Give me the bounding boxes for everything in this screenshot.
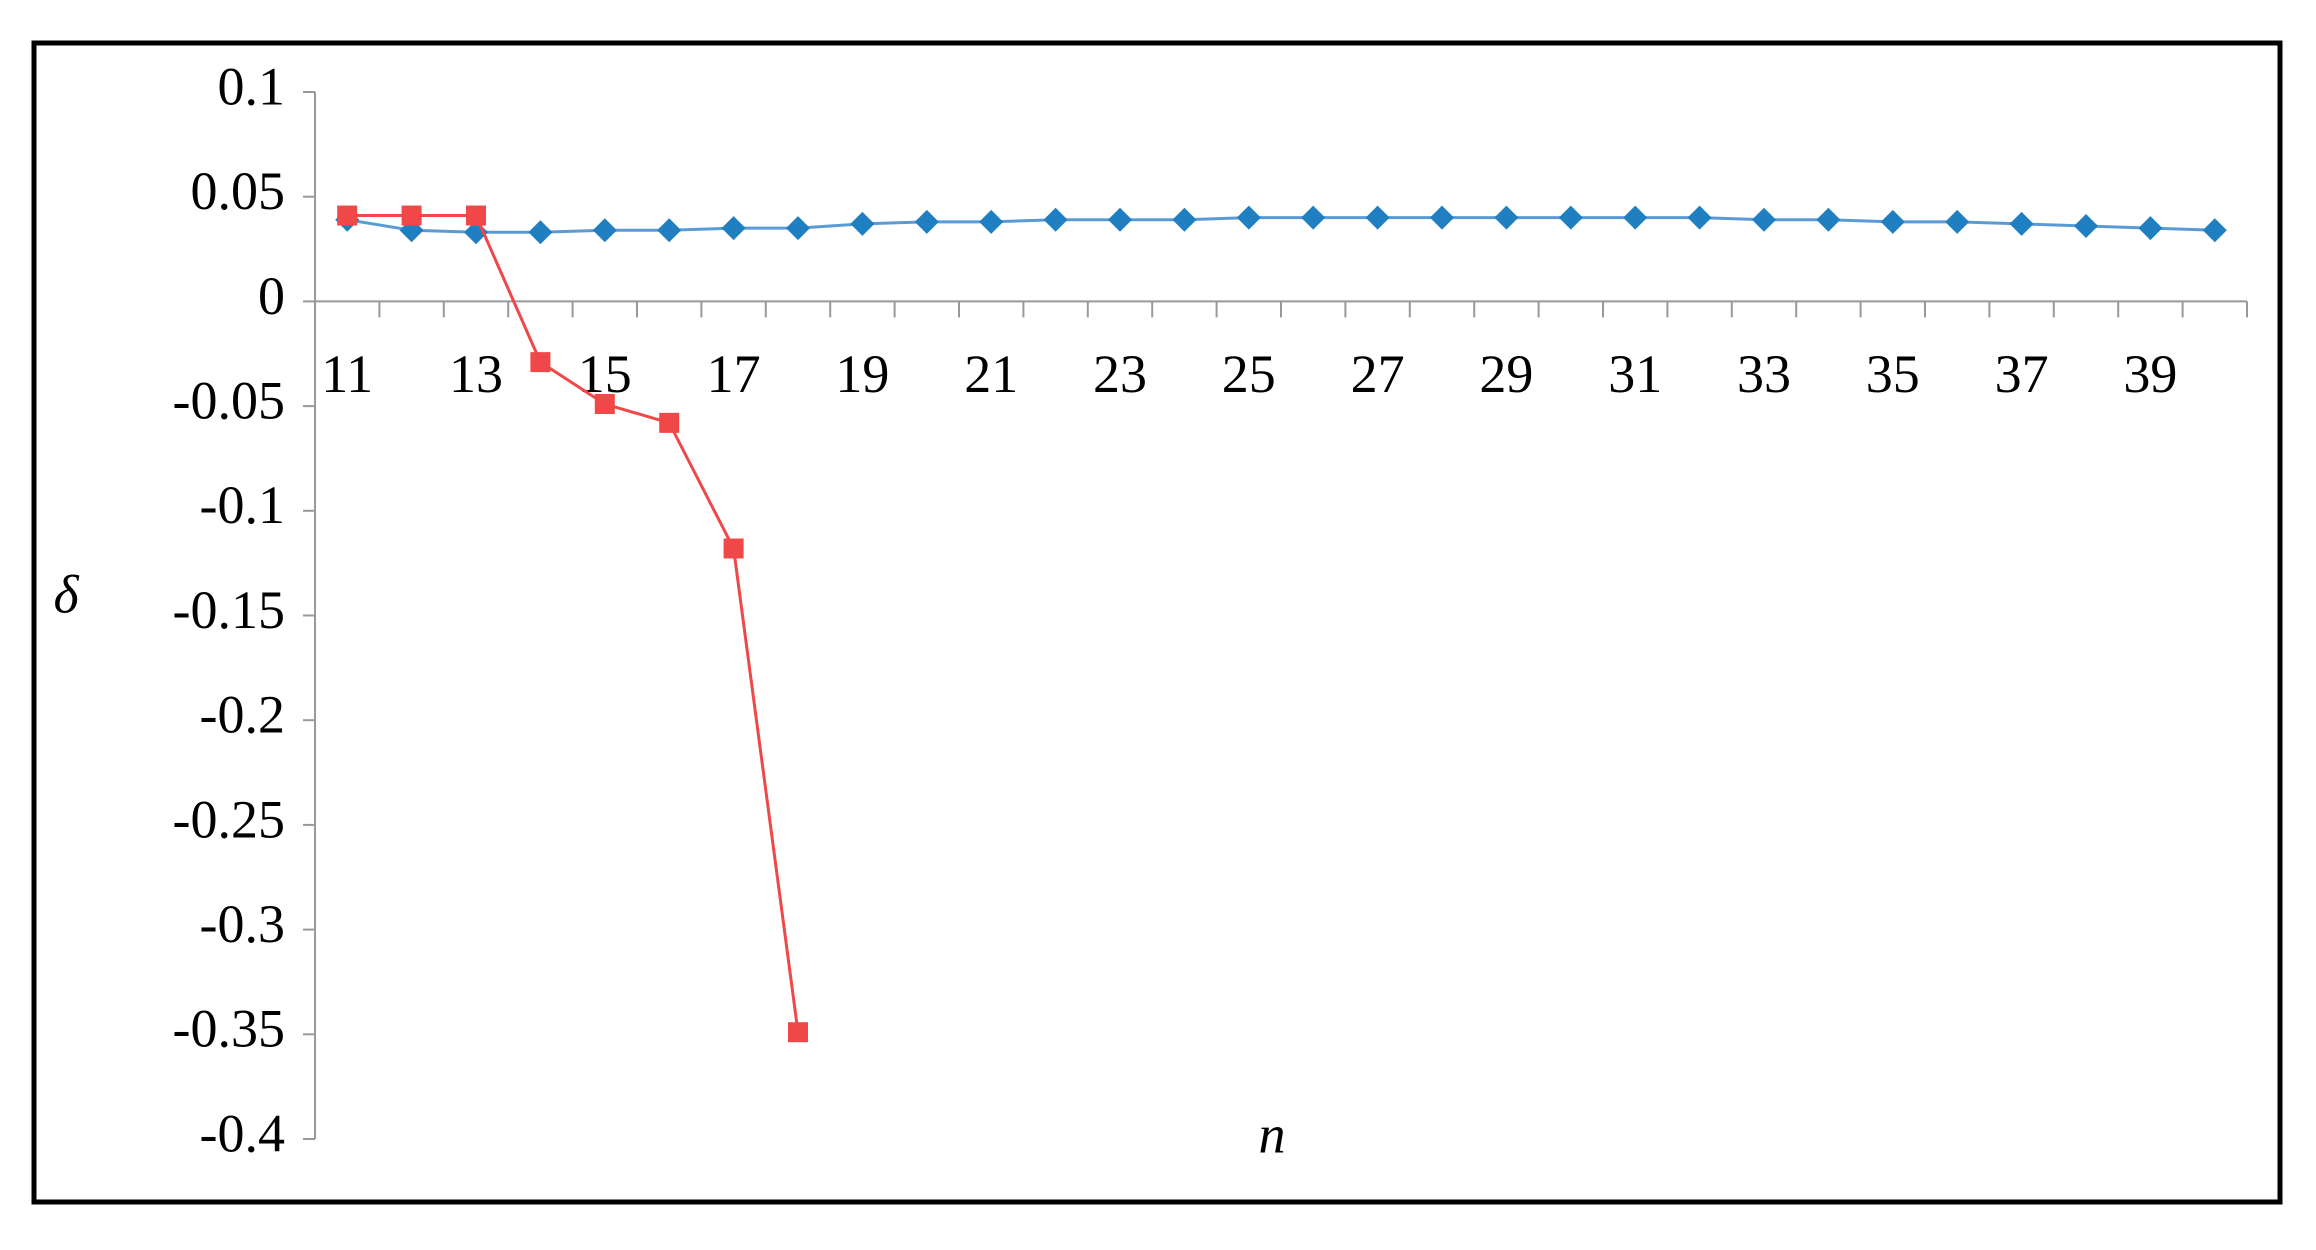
- marker: [2009, 211, 2034, 236]
- x-tick-label: 31: [1608, 344, 1662, 404]
- y-tick-label: 0: [258, 266, 285, 326]
- marker: [592, 218, 617, 243]
- x-tick-label: 23: [1093, 344, 1147, 404]
- marker: [337, 205, 358, 226]
- x-tick-label: 39: [2123, 344, 2177, 404]
- y-tick-label: -0.1: [200, 475, 285, 535]
- marker: [659, 412, 680, 433]
- marker: [2202, 218, 2227, 243]
- x-tick-label: 37: [1995, 344, 2049, 404]
- x-tick-label: 29: [1479, 344, 1533, 404]
- marker: [1752, 207, 1776, 232]
- x-tick-label: 17: [707, 344, 761, 404]
- marker: [530, 352, 551, 373]
- marker: [723, 538, 744, 559]
- x-tick-label: 33: [1737, 344, 1791, 404]
- y-tick-label: 0.1: [218, 56, 286, 116]
- marker: [1816, 207, 1841, 232]
- marker: [1301, 205, 1326, 230]
- marker: [1365, 205, 1390, 230]
- marker: [721, 216, 746, 241]
- y-tick-label: -0.4: [200, 1103, 285, 1163]
- x-tick-label: 11: [321, 344, 373, 404]
- marker: [1623, 205, 1648, 230]
- y-tick-label: -0.3: [200, 894, 285, 954]
- marker: [979, 209, 1004, 234]
- y-tick-label: -0.05: [173, 370, 285, 430]
- marker: [1430, 205, 1454, 230]
- marker: [1172, 207, 1197, 232]
- x-axis-label: n: [1259, 1104, 1286, 1164]
- x-tick-label: 25: [1222, 344, 1276, 404]
- marker: [850, 211, 875, 236]
- y-tick-label: -0.15: [173, 580, 285, 640]
- x-tick-label: 13: [449, 344, 503, 404]
- y-axis-label: δ: [53, 564, 79, 624]
- x-tick-label: 35: [1866, 344, 1920, 404]
- marker: [1108, 207, 1132, 232]
- marker: [1043, 207, 1068, 232]
- marker: [914, 209, 939, 234]
- y-tick-label: -0.35: [173, 999, 285, 1059]
- marker: [786, 216, 810, 241]
- marker: [1945, 209, 1970, 234]
- marker: [594, 394, 615, 415]
- marker: [401, 205, 422, 226]
- marker: [1880, 209, 1905, 234]
- y-tick-label: -0.2: [200, 685, 285, 745]
- marker: [528, 220, 553, 245]
- marker: [788, 1022, 808, 1043]
- marker: [2074, 214, 2098, 239]
- series-line: [347, 214, 800, 1033]
- y-tick-label: 0.05: [191, 161, 286, 221]
- x-tick-label: 21: [964, 344, 1018, 404]
- marker: [1236, 205, 1261, 230]
- marker: [1558, 205, 1583, 230]
- marker: [1494, 205, 1519, 230]
- marker: [466, 205, 486, 226]
- marker: [2138, 216, 2163, 241]
- marker: [657, 218, 682, 243]
- marker: [1687, 205, 1712, 230]
- x-tick-label: 19: [835, 344, 889, 404]
- x-tick-label: 27: [1351, 344, 1405, 404]
- y-tick-label: -0.25: [173, 789, 285, 849]
